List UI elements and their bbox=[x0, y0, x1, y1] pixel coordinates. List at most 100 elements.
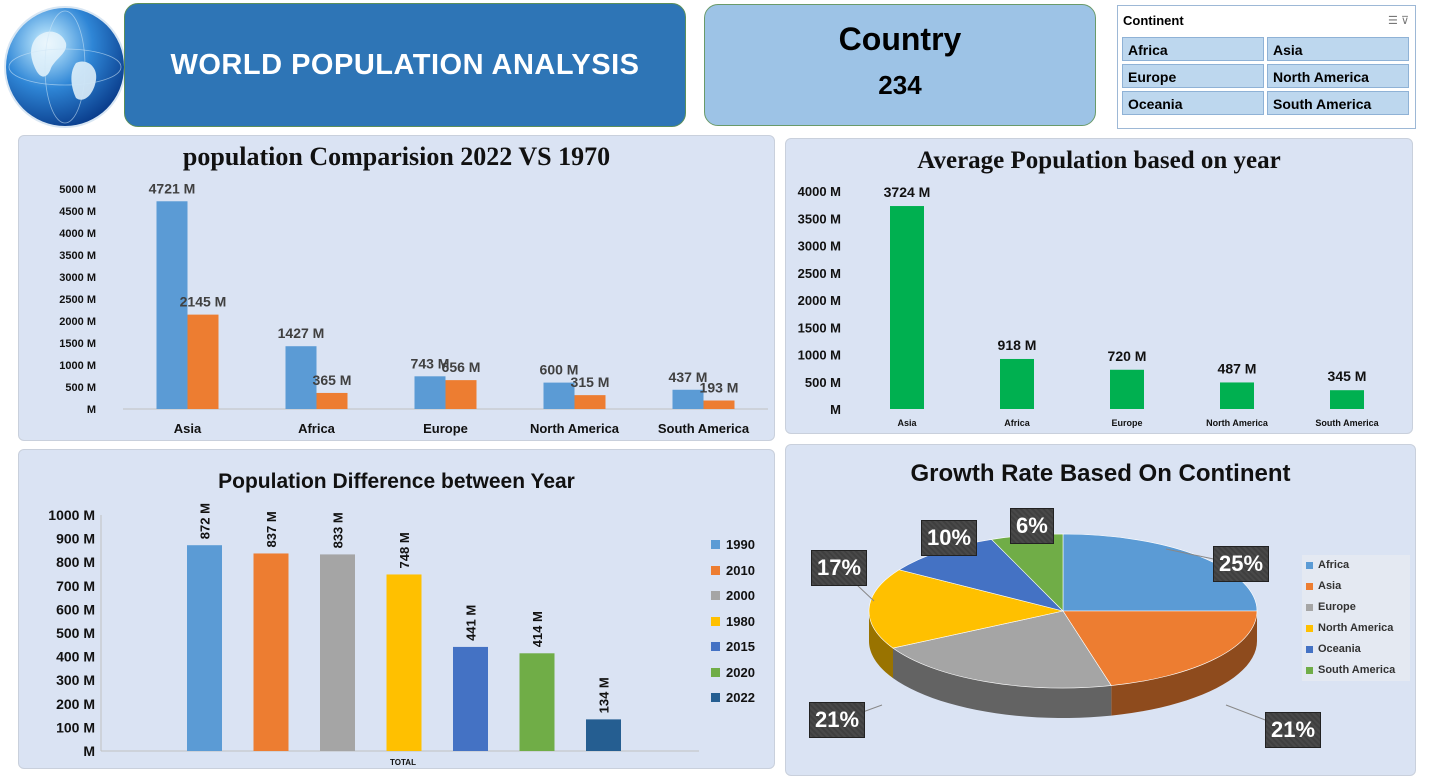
dashboard-title: WORLD POPULATION ANALYSIS bbox=[124, 3, 686, 127]
bar-north-america bbox=[1220, 382, 1254, 409]
y-tick-label: 700 M bbox=[56, 578, 95, 594]
legend-item-europe: Europe bbox=[1306, 601, 1356, 613]
legend-label: 1980 bbox=[726, 613, 755, 629]
data-label: 134 M bbox=[597, 677, 612, 713]
slicer-item-south-america[interactable]: South America bbox=[1267, 91, 1409, 115]
data-label: 1427 M bbox=[278, 325, 325, 341]
category-label-africa: Africa bbox=[1004, 418, 1031, 428]
bar-south-america bbox=[1330, 390, 1364, 409]
bar-africa bbox=[1000, 358, 1034, 409]
data-label: 720 M bbox=[1108, 348, 1147, 364]
y-tick-label: 1500 M bbox=[798, 320, 841, 335]
y-tick-label: 3500 M bbox=[59, 250, 96, 262]
legend-item-africa: Africa bbox=[1306, 559, 1349, 571]
y-tick-label: 4000 M bbox=[59, 228, 96, 240]
bar-asia-2022 bbox=[156, 201, 188, 409]
bar-1980 bbox=[386, 574, 422, 751]
legend-item-asia: Asia bbox=[1306, 580, 1341, 592]
legend-label: 2000 bbox=[726, 588, 755, 603]
legend-swatch bbox=[1306, 582, 1313, 590]
pie-label-oceania: 10% bbox=[921, 520, 978, 556]
y-tick-label: 100 M bbox=[56, 719, 95, 735]
legend-label: Oceania bbox=[1318, 643, 1361, 655]
y-tick-label: 200 M bbox=[56, 696, 95, 712]
bar-north-america-2022 bbox=[543, 382, 575, 409]
data-label: 315 M bbox=[571, 374, 610, 390]
difference-chart-title: Population Difference between Year bbox=[218, 470, 575, 493]
legend-swatch bbox=[711, 565, 720, 575]
legend-swatch bbox=[1306, 603, 1313, 611]
bar-2015 bbox=[453, 646, 488, 751]
bar-africa-1970 bbox=[316, 392, 348, 409]
bar-1990 bbox=[187, 545, 222, 751]
pie-side-europe bbox=[892, 648, 1112, 718]
data-label: 487 M bbox=[1218, 360, 1257, 376]
data-label: 600 M bbox=[540, 362, 579, 378]
data-label: 3724 M bbox=[884, 184, 931, 200]
comparison-chart-title: population Comparision 2022 VS 1970 bbox=[182, 142, 611, 171]
multi-select-icon[interactable]: ☰ ⊽ bbox=[1388, 15, 1409, 27]
bar-asia bbox=[890, 206, 924, 409]
legend-swatch bbox=[711, 591, 720, 600]
pie-label-africa: 25% bbox=[1213, 546, 1270, 582]
legend-item-1990: 1990 bbox=[711, 537, 755, 552]
bar-europe bbox=[1110, 369, 1144, 409]
data-label: 918 M bbox=[998, 337, 1037, 353]
bar-2022 bbox=[586, 719, 621, 751]
legend-item-oceania: Oceania bbox=[1306, 643, 1361, 655]
continent-slicer: Continent ☰ ⊽ Africa Asia Europe North A… bbox=[1117, 5, 1416, 129]
slicer-title: Continent bbox=[1123, 13, 1184, 28]
bar-north-america-1970 bbox=[574, 395, 606, 409]
legend-label: Asia bbox=[1318, 580, 1342, 592]
country-card: Country 234 bbox=[704, 4, 1096, 126]
legend-swatch bbox=[711, 693, 720, 702]
data-label: 872 M bbox=[198, 503, 213, 539]
bar-2010 bbox=[253, 553, 289, 751]
category-label-europe: Europe bbox=[1111, 418, 1142, 428]
y-tick-label: 1000 M bbox=[48, 507, 95, 523]
legend-item-2010: 2010 bbox=[711, 563, 755, 578]
y-tick-label: 500 M bbox=[805, 375, 841, 390]
slicer-item-africa[interactable]: Africa bbox=[1122, 37, 1264, 61]
legend-item-2020: 2020 bbox=[711, 665, 755, 680]
legend-label: 1990 bbox=[726, 537, 755, 552]
difference-chart-panel: Population Difference between Year 1000 … bbox=[18, 449, 775, 769]
legend-item-2022: 2022 bbox=[711, 690, 755, 705]
legend-label: Europe bbox=[1318, 601, 1356, 613]
y-tick-label: 900 M bbox=[56, 531, 95, 547]
pie-label-north-america: 17% bbox=[811, 550, 868, 586]
slicer-item-north-america[interactable]: North America bbox=[1267, 64, 1409, 88]
bar-africa-2022 bbox=[285, 346, 317, 409]
globe-logo bbox=[6, 8, 124, 126]
y-tick-label: 2000 M bbox=[59, 316, 96, 328]
data-label: 837 M bbox=[264, 511, 279, 547]
y-tick-label: M bbox=[83, 743, 95, 759]
bar-asia-1970 bbox=[187, 314, 219, 409]
y-tick-label: 3000 M bbox=[798, 239, 841, 254]
category-label-north-america: North America bbox=[1206, 418, 1269, 428]
y-tick-label: 5000 M bbox=[59, 184, 96, 196]
data-label: 365 M bbox=[313, 372, 352, 388]
category-label-south-america: South America bbox=[1315, 418, 1379, 428]
country-card-value: 234 bbox=[878, 70, 922, 100]
slicer-item-asia[interactable]: Asia bbox=[1267, 37, 1409, 61]
category-label-asia: Asia bbox=[897, 418, 917, 428]
country-card-label: Country bbox=[838, 21, 962, 57]
y-tick-label: 4000 M bbox=[798, 184, 841, 199]
y-tick-label: 4500 M bbox=[59, 206, 96, 218]
legend-swatch bbox=[711, 642, 720, 651]
data-label: 743 M bbox=[411, 355, 450, 371]
y-tick-label: 3000 M bbox=[59, 272, 96, 284]
category-label-europe: Europe bbox=[423, 421, 468, 436]
legend-swatch bbox=[711, 667, 720, 677]
y-tick-label: 2500 M bbox=[798, 266, 841, 281]
slicer-item-europe[interactable]: Europe bbox=[1122, 64, 1264, 88]
legend-swatch bbox=[1306, 645, 1313, 653]
data-label: 441 M bbox=[464, 605, 479, 641]
category-label-south-america: South America bbox=[658, 421, 750, 436]
legend-swatch bbox=[711, 616, 720, 626]
pie-slice-north-america bbox=[868, 569, 1064, 649]
slicer-item-oceania[interactable]: Oceania bbox=[1122, 91, 1264, 115]
growth-pie-chart bbox=[837, 526, 1295, 732]
pie-slice-asia bbox=[1062, 610, 1258, 686]
